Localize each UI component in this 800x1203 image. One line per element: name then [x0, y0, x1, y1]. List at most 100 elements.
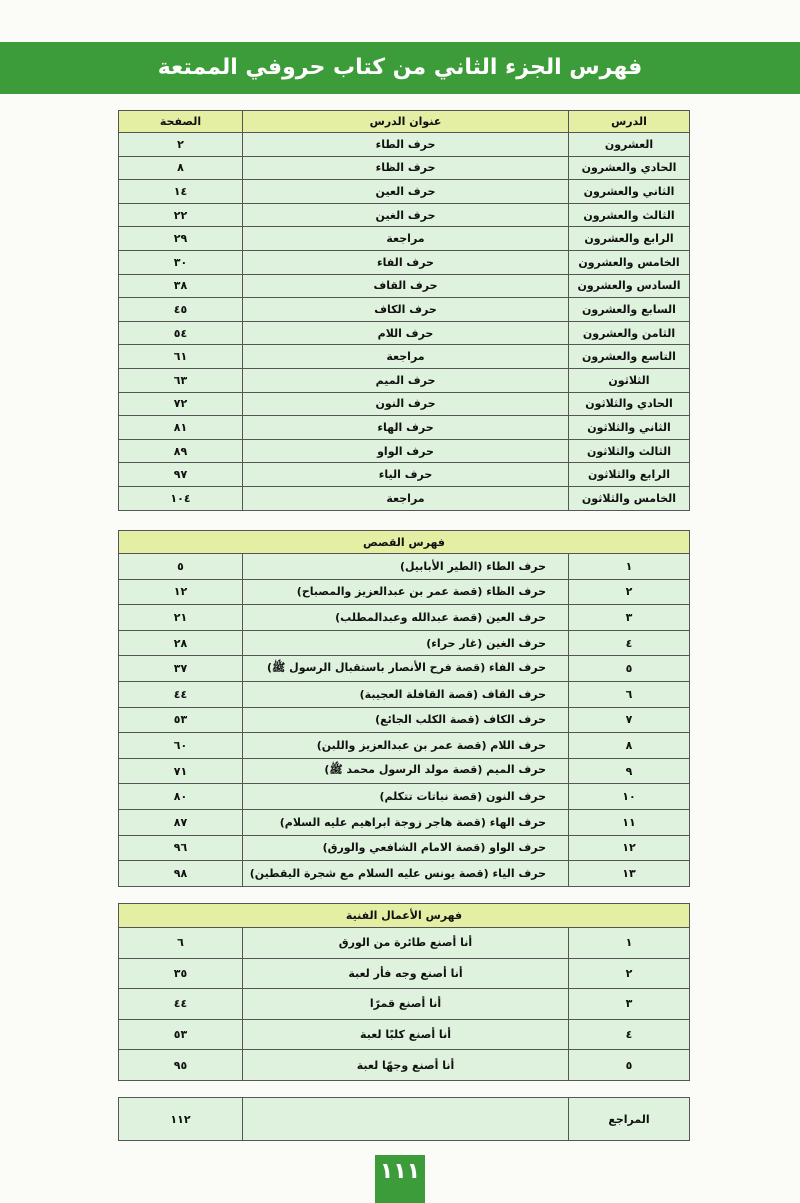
cell: ٦٠ — [117, 732, 244, 759]
row: الحادي والعشرون حرف الظاء ٨ — [118, 155, 690, 181]
row: ٥ أنا أصنع وجهًا لعبة ٩٥ — [118, 1049, 690, 1081]
cell: ١٤ — [118, 179, 243, 204]
cell: الثامن والعشرون — [568, 320, 690, 346]
row: ١ أنا أصنع طائرة من الورق ٦ — [118, 927, 690, 959]
cell: الحادي والعشرون — [568, 155, 690, 181]
cell: ٨ — [568, 732, 691, 759]
row: الخامس والعشرون حرف الفاء ٣٠ — [118, 249, 690, 275]
cell: الثاني والعشرون — [568, 179, 690, 204]
cell: ٥ — [568, 1049, 690, 1081]
references-page: ١١٢ — [118, 1097, 243, 1141]
cell: ٥ — [568, 655, 691, 682]
cell: حرف القاف — [242, 273, 569, 299]
row: ٢ أنا أصنع وجه فأر لعبة ٣٥ — [118, 957, 690, 990]
cell: ٨ — [118, 155, 243, 181]
cell: أنا أصنع طائرة من الورق — [242, 927, 569, 959]
row: الرابع والثلاثون حرف الياء ٩٧ — [118, 462, 690, 487]
references-label: المراجع — [568, 1097, 690, 1141]
cell: الثلاثون — [568, 367, 690, 393]
cell: السادس والعشرون — [568, 273, 690, 299]
row: ٦ حرف القاف (قصة القافلة العجيبة) ٤٤ — [117, 680, 691, 708]
cell: حرف الياء (قصة يونس عليه السلام مع شجرة … — [242, 860, 570, 887]
header-row: فهرس القصص — [117, 530, 691, 554]
header-row: فهرس الأعمال الفنية — [118, 903, 690, 928]
row: ٧ حرف الكاف (قصة الكلب الجائع) ٥٣ — [117, 706, 691, 734]
row: ٤ أنا أصنع كلبًا لعبة ٥٣ — [118, 1018, 690, 1051]
cell: ٤٥ — [118, 297, 243, 322]
cell: ٣٧ — [117, 655, 244, 682]
header-row: الدرس عنوان الدرس الصفحة — [118, 110, 690, 133]
row: الثالث والعشرون حرف الغين ٢٢ — [118, 202, 690, 228]
cell: السابع والعشرون — [568, 297, 690, 322]
row: الخامس والثلاثون مراجعة ١٠٤ — [118, 485, 690, 511]
cell: ٥٤ — [118, 320, 243, 346]
cell: ٢ — [568, 957, 690, 990]
cell: العشرون — [568, 132, 690, 157]
row: ١٠ حرف النون (قصة نباتات تتكلم) ٨٠ — [117, 783, 691, 810]
cell: حرف العين — [242, 179, 569, 204]
cell: ٤ — [568, 1018, 690, 1051]
cell: أنا أصنع قمرًا — [242, 988, 569, 1020]
cell: حرف اللام (قصة عمر بن عبدالعزيز واللبن) — [242, 732, 570, 759]
cell: ٢٩ — [118, 226, 243, 251]
cell: ١٠٤ — [118, 485, 243, 511]
cell: الرابع والعشرون — [568, 226, 690, 251]
header-cell: الدرس — [568, 110, 690, 133]
row: الثالث والثلاثون حرف الواو ٨٩ — [118, 438, 690, 464]
row: ٣ حرف العين (قصة عبدالله وعبدالمطلب) ٢١ — [117, 604, 691, 631]
cell: ٣٥ — [118, 957, 243, 990]
cell: حرف الظاء (قصة عمر بن عبدالعزيز والمصباح… — [242, 578, 570, 606]
row: العشرون حرف الطاء ٢ — [118, 132, 690, 157]
section-title: فهرس القصص — [117, 530, 691, 554]
cell: أنا أصنع كلبًا لعبة — [242, 1018, 569, 1051]
cell: حرف الطاء (الطير الأبابيل) — [242, 553, 570, 580]
row: السادس والعشرون حرف القاف ٣٨ — [118, 273, 690, 299]
cell: ٦١ — [118, 344, 243, 369]
cell: ٦ — [118, 927, 243, 959]
cell: حرف النون — [242, 391, 569, 417]
cell: حرف الواو — [242, 438, 569, 464]
cell: حرف الغين (غار حراء) — [242, 629, 570, 657]
cell: ٧١ — [117, 757, 244, 785]
cell: ٣٨ — [118, 273, 243, 299]
header-title: فهرس الجزء الثاني من كتاب حروفي الممتعة — [0, 42, 800, 94]
cell: ٣٠ — [118, 249, 243, 275]
cell: ٩٥ — [118, 1049, 243, 1081]
cell: أنا أصنع وجه فأر لعبة — [242, 957, 569, 990]
stories-table: فهرس القصص ١ حرف الطاء (الطير الأبابيل) ٥ ٢ ح… — [117, 530, 691, 887]
header-cell: عنوان الدرس — [242, 110, 569, 133]
section-title: فهرس الأعمال الفنية — [118, 903, 690, 928]
cell: ٩٧ — [118, 462, 243, 487]
row: ١ حرف الطاء (الطير الأبابيل) ٥ — [117, 553, 691, 580]
cell: ٧٢ — [118, 391, 243, 417]
cell: حرف الظاء — [242, 155, 569, 181]
cell: ٨١ — [118, 415, 243, 440]
cell: مراجعة — [242, 226, 569, 251]
cell: حرف الفاء — [242, 249, 569, 275]
cell: ٨٠ — [117, 783, 244, 810]
cell: مراجعة — [242, 485, 569, 511]
cell: حرف القاف (قصة القافلة العجيبة) — [242, 680, 570, 708]
cell: ١٢ — [568, 834, 691, 862]
row: الثامن والعشرون حرف اللام ٥٤ — [118, 320, 690, 346]
cell: ٦٣ — [118, 367, 243, 393]
cell: ١ — [568, 553, 691, 580]
cell: الحادي والثلاثون — [568, 391, 690, 417]
cell: ١٠ — [568, 783, 691, 810]
row: التاسع والعشرون مراجعة ٦١ — [118, 344, 690, 369]
cell: الثاني والثلاثون — [568, 415, 690, 440]
row: ٨ حرف اللام (قصة عمر بن عبدالعزيز واللبن)… — [117, 732, 691, 759]
cell: ١١ — [568, 808, 691, 836]
cell: ٩٨ — [117, 860, 244, 887]
cell: الثالث والعشرون — [568, 202, 690, 228]
cell: ٢١ — [117, 604, 244, 631]
cell: ٩٦ — [117, 834, 244, 862]
cell: حرف الكاف (قصة الكلب الجائع) — [242, 706, 570, 734]
cell: ٥٣ — [118, 1018, 243, 1051]
cell: ٢ — [568, 578, 691, 606]
cell — [242, 1097, 569, 1141]
cell: حرف الميم (قصة مولد الرسول محمد ﷺ) — [242, 757, 570, 785]
row: ٤ حرف الغين (غار حراء) ٢٨ — [117, 629, 691, 657]
cell: ٨٩ — [118, 438, 243, 464]
